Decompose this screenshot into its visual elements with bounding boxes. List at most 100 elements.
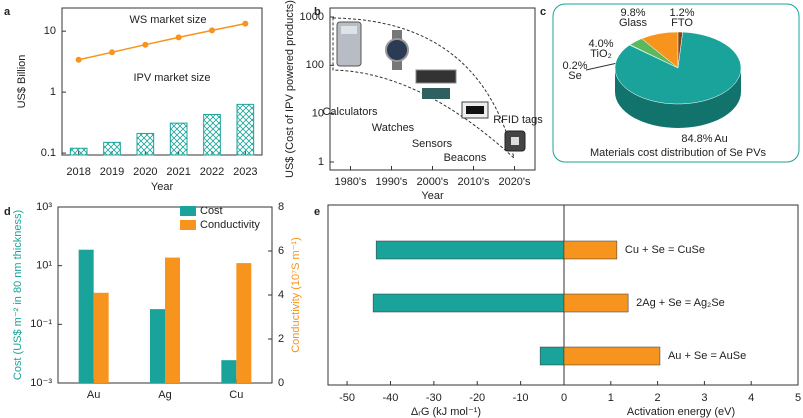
bar xyxy=(169,122,188,156)
x-tick-label: -20 xyxy=(469,392,485,404)
pie-category-label: Se xyxy=(568,70,581,82)
pie-panel-frame xyxy=(552,3,800,163)
point xyxy=(209,27,215,34)
point xyxy=(175,34,182,41)
reaction-label: Cu + Se = CuSe xyxy=(625,244,705,256)
x-axis-title: Year xyxy=(421,190,444,202)
point xyxy=(109,49,115,56)
panel-letter: d xyxy=(4,206,11,218)
y-tick-label: 1000 xyxy=(300,11,324,23)
bar xyxy=(93,292,109,383)
x-axis-title: Year xyxy=(151,181,174,193)
x-tick-label: 1980's xyxy=(334,176,367,188)
x-tick-label: 2023 xyxy=(233,166,257,178)
panel-letter: a xyxy=(4,6,11,18)
annotation: Calculators xyxy=(322,106,378,118)
bar xyxy=(236,263,252,383)
bar xyxy=(236,103,255,156)
pie-value-label: 0.2% xyxy=(562,60,587,72)
x-tick-label: -30 xyxy=(426,392,442,404)
bar xyxy=(221,360,237,383)
y-tick-label: 2 xyxy=(278,333,284,345)
pie-category-label: TiO₂ xyxy=(590,48,612,60)
y-tick-label: 100 xyxy=(306,59,324,71)
bar xyxy=(375,240,565,260)
x-tick-label: 2021 xyxy=(166,166,190,178)
watch-icon xyxy=(385,38,409,62)
bar xyxy=(539,346,565,366)
x-tick-label: -40 xyxy=(383,392,399,404)
pie-side xyxy=(615,68,741,128)
y-tick-label: 10⁻¹ xyxy=(30,318,52,330)
trend-region xyxy=(332,17,515,160)
x-tick-label: 2010's xyxy=(457,176,490,188)
line xyxy=(78,22,246,61)
plot-frame xyxy=(61,7,263,156)
x-axis-title: ΔᵣG (kJ mol⁻¹) xyxy=(411,406,481,418)
bar xyxy=(372,293,565,313)
annotation: RFID tags xyxy=(493,114,543,126)
point xyxy=(242,20,249,27)
panel-letter: b xyxy=(314,6,321,18)
bar xyxy=(78,249,94,383)
series-label: IPV market size xyxy=(133,72,210,84)
point xyxy=(142,41,149,48)
x-tick-label: 5 xyxy=(795,392,801,404)
pie-value-label: 84.8% xyxy=(681,133,712,145)
bar xyxy=(203,113,221,156)
bar xyxy=(563,240,618,260)
bar xyxy=(165,257,180,383)
panel-letter: c xyxy=(540,6,546,18)
pie-value-label: 1.2% xyxy=(669,7,694,19)
pie-category-label: FTO xyxy=(671,17,693,29)
pie-category-label: Glass xyxy=(619,17,648,29)
calculator-screen xyxy=(341,26,357,34)
bar xyxy=(150,309,165,383)
sensor-board-icon xyxy=(422,88,450,99)
x-tick-label: 3 xyxy=(701,392,707,404)
y-tick-label: 1 xyxy=(318,156,324,168)
rfid-chip xyxy=(511,137,519,145)
chart-caption: Materials cost distribution of Se PVs xyxy=(590,147,767,159)
x-tick-label: 2020 xyxy=(133,166,157,178)
pie-slice xyxy=(614,31,742,105)
panel-letter: e xyxy=(314,206,320,218)
legend-swatch xyxy=(180,206,196,216)
y-tick-label: 10¹ xyxy=(36,260,52,272)
series-label: WS market size xyxy=(129,14,206,26)
annotation: Watches xyxy=(372,122,415,134)
pie-category-label: Au xyxy=(714,133,727,145)
x-tick-label: 4 xyxy=(748,392,754,404)
y-axis-title: US$ (Cost of IPV powered products) xyxy=(284,0,296,178)
y-tick-label: 6 xyxy=(278,245,284,257)
pie-value-label: 4.0% xyxy=(588,38,613,50)
y-tick-label: 10⁻³ xyxy=(30,377,52,389)
x-tick-label: Cu xyxy=(229,389,243,401)
y-tick-label: 8 xyxy=(278,201,284,213)
reaction-label: 2Ag + Se = Ag₂Se xyxy=(636,297,725,309)
x-tick-label: Au xyxy=(87,389,100,401)
x-tick-label: 2018 xyxy=(66,166,90,178)
bar xyxy=(563,346,661,366)
point xyxy=(75,56,82,63)
reaction-label: Au + Se = AuSe xyxy=(668,350,746,362)
y2-axis-title: Conductivity (10⁷S m⁻¹) xyxy=(290,237,302,353)
x-tick-label: 1 xyxy=(608,392,614,404)
x-tick-label: 2019 xyxy=(100,166,124,178)
x2-axis-title: Activation energy (eV) xyxy=(627,406,735,418)
sensor-icon xyxy=(415,69,457,84)
x-tick-label: Ag xyxy=(158,389,171,401)
x-tick-label: 0 xyxy=(561,392,567,404)
beacon-body xyxy=(466,106,484,114)
pie-value-label: 9.8% xyxy=(620,7,645,19)
y-tick-label: 0 xyxy=(278,377,284,389)
x-tick-label: -50 xyxy=(339,392,355,404)
x-tick-label: 2020's xyxy=(498,176,531,188)
y-tick-label: 10 xyxy=(312,108,324,120)
legend-label: Conductivity xyxy=(200,219,260,231)
annotation: Sensors xyxy=(412,138,453,150)
legend-swatch xyxy=(180,220,196,230)
y-tick-label: 10 xyxy=(44,25,56,37)
